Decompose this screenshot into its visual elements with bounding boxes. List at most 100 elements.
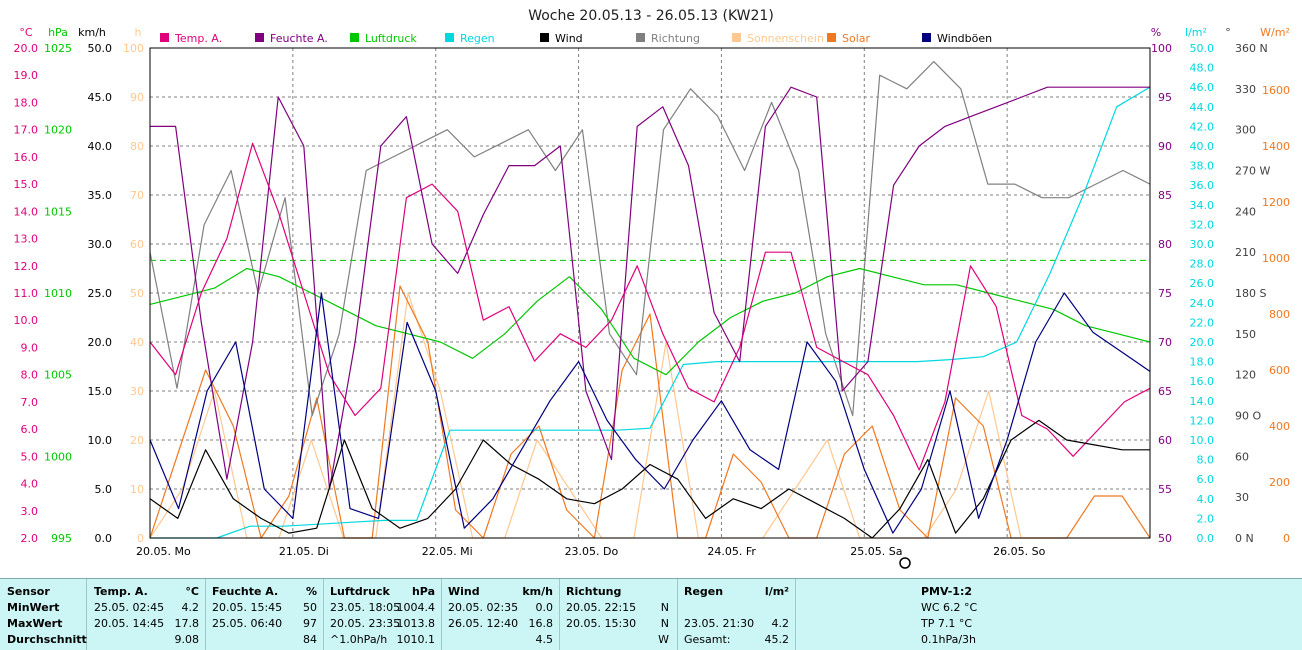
sunshine-tick-label: 70 — [130, 189, 144, 202]
stats-feuchte-avg-value: 84 — [303, 633, 317, 646]
circle-marker-icon — [899, 557, 911, 569]
stats-richtung-avg-value: W — [658, 633, 669, 646]
stats-luft-min-value: 1004.4 — [396, 601, 436, 614]
stats-temp-avg-value: 9.08 — [174, 633, 200, 646]
stats-luft-max-value: 1013.8 — [396, 617, 436, 630]
wind-tick-label: 10.0 — [88, 434, 113, 447]
humidity-tick-label: 95 — [1158, 91, 1172, 104]
temp-tick-label: 7.0 — [21, 396, 39, 409]
legend-label-richtung: Richtung — [651, 32, 700, 45]
stats-header-luftdruck-unit: hPa — [411, 585, 435, 598]
day-tick-label: 20.05. Mo — [136, 545, 191, 558]
rain-tick-label: 44.0 — [1190, 101, 1215, 114]
direction-tick-label: 270 W — [1235, 165, 1270, 178]
rain-tick-label: 40.0 — [1190, 140, 1215, 153]
stats-header-richtung: Richtung — [566, 585, 622, 598]
series-line-wind — [149, 419, 1150, 539]
rain-tick-label: 28.0 — [1190, 258, 1215, 271]
rain-tick-label: 46.0 — [1190, 81, 1215, 94]
pressure-tick-label: 1025 — [44, 42, 72, 55]
humidity-tick-label: 85 — [1158, 189, 1172, 202]
legend-swatch-luftdruck — [350, 33, 359, 42]
solar-tick-label: 0 — [1283, 532, 1290, 545]
direction-unit-label: ° — [1225, 26, 1231, 39]
axes: 20.0 19.0 18.0 17.0 16.0 15.0 14.0 13.0 12.0 11.0… — [14, 26, 1291, 558]
pressure-tick-label: 1005 — [44, 369, 72, 382]
temp-tick-label: 4.0 — [21, 478, 39, 491]
stats-feuchte-min-value: 50 — [303, 601, 317, 614]
plot-frame — [149, 47, 1151, 539]
stats-row-label: Durchschnitt — [7, 633, 87, 646]
solar-tick-label: 400 — [1269, 420, 1290, 433]
series-line-sonnenschein — [149, 292, 1150, 539]
humidity-unit-label: % — [1151, 26, 1161, 39]
compass-marker — [899, 557, 911, 569]
stats-pmv-trend: 0.1hPa/3h — [921, 633, 977, 646]
stats-feuchte-max-time: 25.05. 06:40 — [212, 617, 283, 630]
temp-tick-label: 14.0 — [14, 205, 39, 218]
series-line-windb-en — [149, 292, 1151, 534]
legend-swatch-feuchte — [255, 33, 264, 42]
stats-table: Sensor MinWert MaxWert Durchschnitt Temp… — [0, 578, 1302, 650]
stats-temp-min-value: 4.2 — [181, 601, 200, 614]
temp-tick-label: 19.0 — [14, 69, 39, 82]
solar-tick-label: 1200 — [1262, 196, 1290, 209]
rain-tick-label: 34.0 — [1190, 199, 1215, 212]
stats-header-temp: Temp. A. — [94, 585, 148, 598]
temp-tick-label: 5.0 — [21, 450, 39, 463]
stats-temp-min-time: 25.05. 02:45 — [94, 601, 165, 614]
rain-tick-label: 18.0 — [1190, 356, 1215, 369]
legend-label-temp: Temp. A. — [174, 32, 222, 45]
solar-tick-label: 200 — [1269, 476, 1290, 489]
rain-tick-label: 38.0 — [1190, 160, 1215, 173]
solar-tick-label: 600 — [1269, 364, 1290, 377]
rain-tick-label: 10.0 — [1190, 434, 1215, 447]
sunshine-tick-label: 0 — [137, 532, 144, 545]
temp-tick-label: 12.0 — [14, 260, 39, 273]
humidity-tick-label: 100 — [1151, 42, 1172, 55]
pressure-tick-label: 1010 — [44, 287, 72, 300]
stats-col-pmv: PMV-1:2 WC 6.2 °C TP 7.1 °C 0.1hPa/3h — [796, 579, 1302, 650]
solar-tick-label: 1400 — [1262, 140, 1290, 153]
temp-tick-label: 11.0 — [14, 287, 39, 300]
series-line-feuchte-a — [150, 86, 1150, 490]
humidity-tick-label: 90 — [1158, 140, 1172, 153]
rain-tick-label: 42.0 — [1190, 120, 1215, 133]
wind-tick-label: 45.0 — [88, 91, 113, 104]
humidity-tick-label: 70 — [1158, 336, 1172, 349]
temp-tick-label: 10.0 — [14, 314, 39, 327]
wind-tick-label: 35.0 — [88, 189, 113, 202]
wind-tick-label: 15.0 — [88, 385, 113, 398]
rain-tick-label: 8.0 — [1197, 454, 1215, 467]
temp-tick-label: 9.0 — [21, 341, 39, 354]
direction-tick-label: 240 — [1235, 205, 1256, 218]
direction-tick-label: 60 — [1235, 450, 1249, 463]
sunshine-tick-label: 100 — [123, 42, 144, 55]
temp-tick-label: 17.0 — [14, 124, 39, 137]
wind-tick-label: 20.0 — [88, 336, 113, 349]
legend-swatch-wind — [540, 33, 549, 42]
solar-tick-label: 1600 — [1262, 84, 1290, 97]
wind-unit-label: km/h — [78, 26, 106, 39]
stats-luft-min-time: 23.05. 18:05 — [330, 601, 401, 614]
stats-header-feuchte: Feuchte A. — [212, 585, 279, 598]
temp-tick-label: 20.0 — [14, 42, 39, 55]
direction-tick-label: 330 — [1235, 83, 1256, 96]
stats-feuchte-max-value: 97 — [303, 617, 317, 630]
rain-tick-label: 30.0 — [1190, 238, 1215, 251]
legend-swatch-solar — [827, 33, 836, 42]
stats-feuchte-min-time: 20.05. 15:45 — [212, 601, 283, 614]
wind-tick-label: 0.0 — [95, 532, 113, 545]
legend-swatch-temp — [160, 33, 169, 42]
stats-wind-max-value: 16.8 — [528, 617, 554, 630]
stats-regen-total-label: Gesamt: — [684, 633, 731, 646]
temp-tick-label: 15.0 — [14, 178, 39, 191]
sunshine-tick-label: 80 — [130, 140, 144, 153]
rain-tick-label: 50.0 — [1190, 42, 1215, 55]
stats-header-wind: Wind — [448, 585, 480, 598]
rain-tick-label: 0.0 — [1197, 532, 1215, 545]
series-line-richtung — [149, 60, 1151, 417]
direction-tick-label: 30 — [1235, 491, 1249, 504]
pressure-tick-label: 995 — [51, 532, 72, 545]
sunshine-tick-label: 40 — [130, 336, 144, 349]
